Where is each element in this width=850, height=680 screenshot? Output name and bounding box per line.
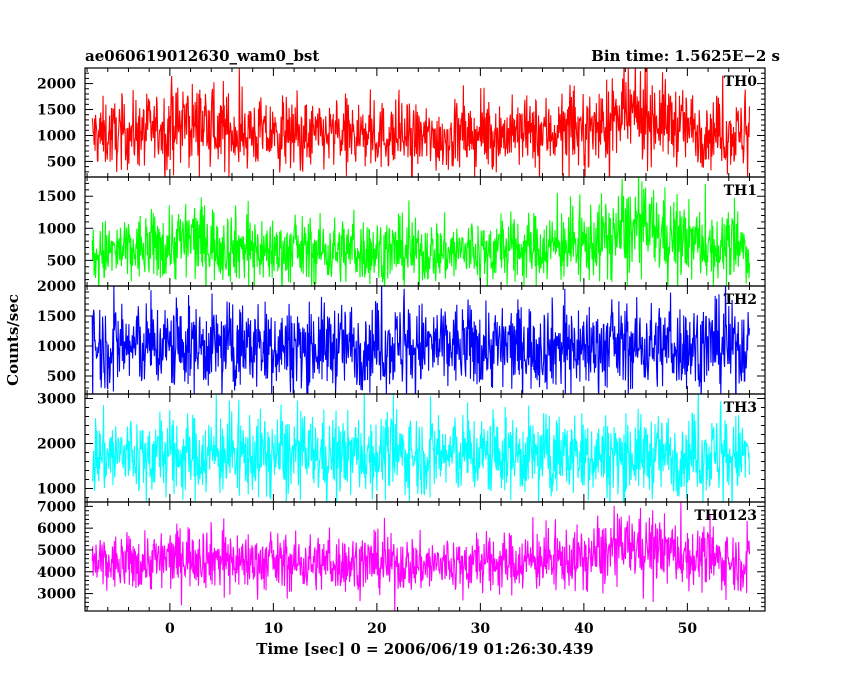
y-tick-label: 3000 xyxy=(37,392,76,408)
object-name-header: ae060619012630_wam0_bst xyxy=(85,47,319,65)
panel-name-label: TH3 xyxy=(724,400,757,416)
y-tick-label: 6000 xyxy=(37,521,76,537)
x-tick-label: 10 xyxy=(264,621,284,637)
y-axis-title: Counts/sec xyxy=(4,294,22,386)
series-line-th0 xyxy=(91,68,751,177)
series-line-th2 xyxy=(91,286,751,394)
y-tick-label: 2000 xyxy=(37,437,76,453)
series-line-th0123 xyxy=(91,502,751,611)
x-tick-label: 0 xyxy=(165,621,175,637)
y-tick-label: 500 xyxy=(47,154,76,170)
x-axis-title: Time [sec] 0 = 2006/06/19 01:26:30.439 xyxy=(256,640,593,658)
x-tick-label: 20 xyxy=(367,621,387,637)
y-tick-label: 1000 xyxy=(37,482,76,498)
series-line-th1 xyxy=(91,177,751,286)
y-tick-label: 1500 xyxy=(37,309,76,325)
y-tick-label: 7000 xyxy=(37,499,76,515)
y-tick-label: 5000 xyxy=(37,543,76,559)
y-tick-label: 1000 xyxy=(37,221,76,237)
x-tick-label: 30 xyxy=(471,621,491,637)
panel-name-label: TH1 xyxy=(724,183,757,199)
y-tick-label: 2000 xyxy=(37,77,76,93)
y-tick-label: 1500 xyxy=(37,189,76,205)
panel-th0123: 3000 4000 5000 6000 7000 TH0123 xyxy=(37,499,766,612)
panel-name-label: TH0 xyxy=(724,74,758,90)
series-line-th3 xyxy=(91,394,751,502)
y-tick-label: 1000 xyxy=(37,128,76,144)
y-tick-label: 2000 xyxy=(37,279,76,295)
y-tick-label: 500 xyxy=(47,253,76,269)
panel-th2: 500 1000 1500 2000 TH2 xyxy=(37,279,766,395)
y-tick-label: 500 xyxy=(47,369,76,385)
panel-th1: 500 1000 1500 TH1 xyxy=(37,176,766,287)
y-tick-label: 4000 xyxy=(37,565,76,581)
y-tick-label: 1000 xyxy=(37,339,76,355)
x-tick-label: 40 xyxy=(574,621,594,637)
panel-name-label: TH2 xyxy=(724,292,757,308)
bin-time-header: Bin time: 1.5625E−2 s xyxy=(591,47,780,65)
panel-name-label: TH0123 xyxy=(694,508,757,524)
y-tick-label: 3000 xyxy=(37,587,76,603)
panel-frame xyxy=(84,501,766,612)
panel-th3: 1000 2000 3000 TH3 xyxy=(37,392,766,503)
x-tick-label: 50 xyxy=(678,621,698,637)
panel-th0: 500 1000 1500 2000 TH0 xyxy=(37,67,766,178)
y-tick-label: 1500 xyxy=(37,103,76,119)
